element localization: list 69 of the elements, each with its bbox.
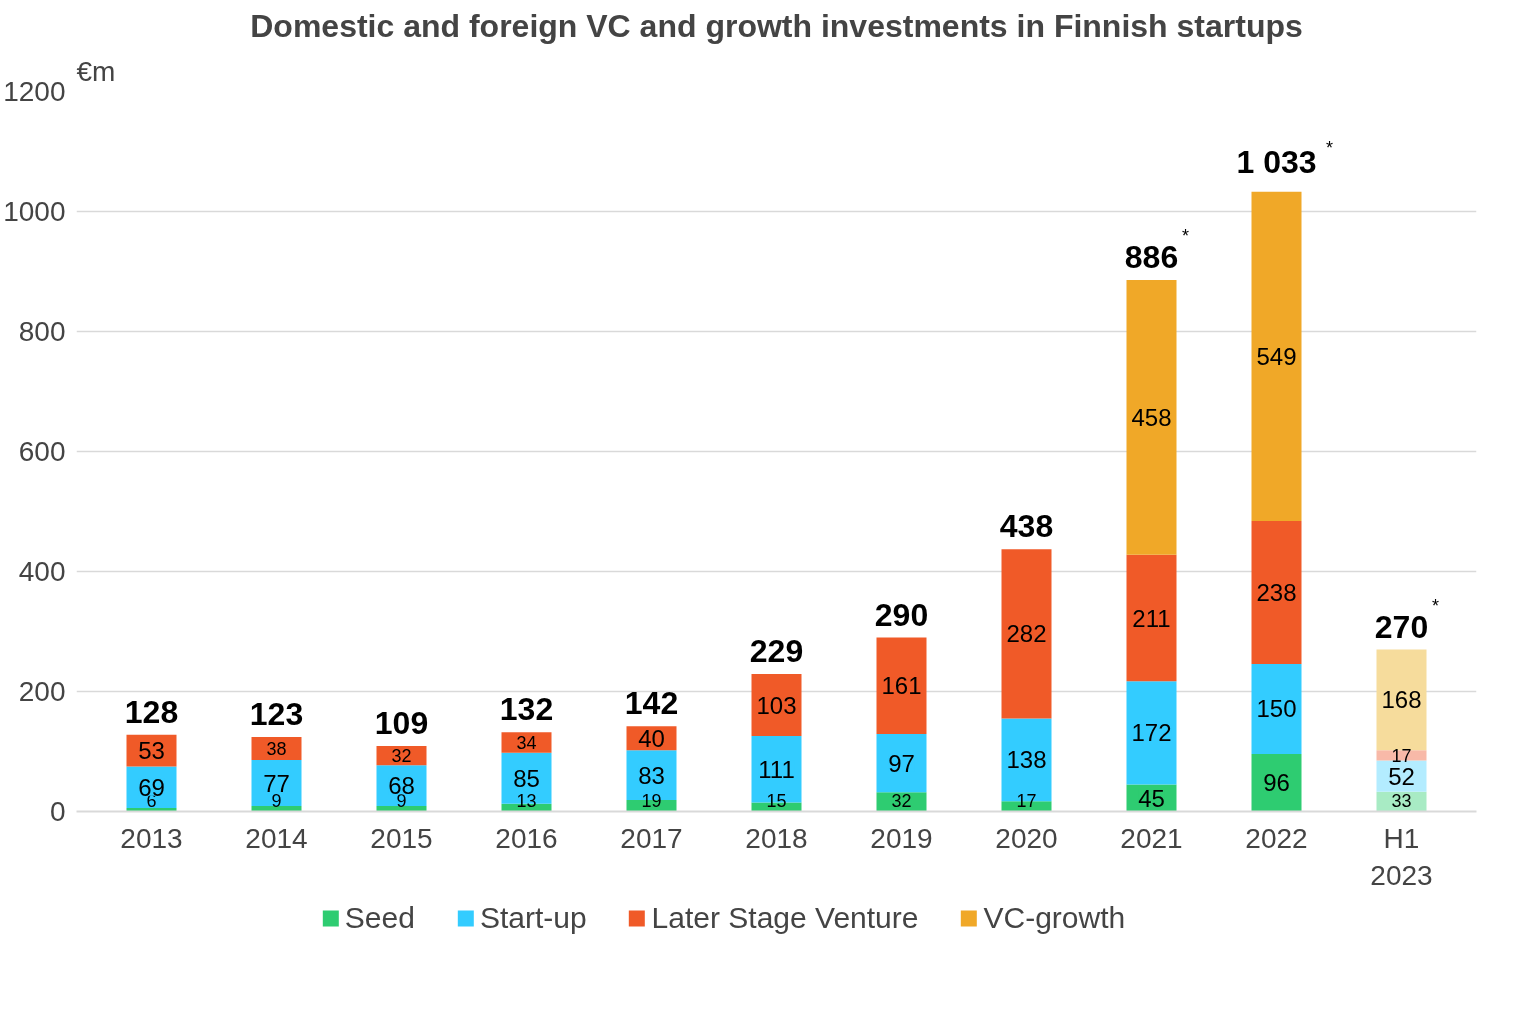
x-tick-label: 2017	[620, 822, 683, 854]
bar	[1376, 750, 1427, 761]
legend-label: Later Stage Venture	[651, 901, 919, 935]
data-label: 238	[1256, 579, 1297, 606]
total-label: 290	[874, 596, 929, 633]
data-label: 32	[891, 791, 912, 811]
data-label: 172	[1131, 719, 1172, 747]
x-tick-label: 2016	[495, 822, 558, 854]
legend-label: Seed	[344, 901, 415, 935]
data-label: 549	[1256, 342, 1297, 370]
data-label: 96	[1263, 769, 1290, 797]
x-tick-label: 2022	[1245, 822, 1308, 854]
y-tick-label: 200	[18, 676, 66, 707]
y-tick-label: 800	[18, 316, 66, 347]
total-label: 1 033*	[1236, 137, 1334, 180]
x-tick-label: 2013	[120, 822, 183, 854]
total-label: 142	[624, 685, 679, 722]
total-label: 128	[124, 693, 179, 730]
data-label: 211	[1132, 604, 1171, 632]
data-label: 85	[513, 764, 540, 792]
y-axis-title: €m	[76, 55, 116, 87]
x-tick-label: 2019	[870, 822, 933, 854]
y-tick-label: 1000	[3, 196, 66, 227]
data-label: 17	[1016, 791, 1037, 811]
data-label: 150	[1256, 695, 1297, 723]
data-label: 103	[756, 691, 797, 719]
data-label: 34	[516, 733, 537, 753]
y-tick-label: 0	[49, 796, 66, 827]
bar	[251, 806, 302, 812]
data-label: 83	[638, 761, 665, 789]
data-label: 161	[881, 672, 922, 700]
data-label: 40	[638, 724, 665, 752]
y-tick-label: 600	[18, 436, 66, 467]
total-label: 123	[249, 696, 304, 733]
bar	[1251, 191, 1302, 522]
bar	[1126, 279, 1177, 555]
legend-label: VC-growth	[983, 901, 1126, 935]
data-label: 45	[1138, 784, 1165, 812]
x-tick-label: 2014	[245, 822, 308, 854]
chart-title: Domestic and foreign VC and growth investments in Finnish startups	[250, 7, 1303, 44]
x-tick-label: 2015	[370, 822, 433, 854]
x-tick-label: H1 2023	[1370, 822, 1433, 891]
y-tick-label: 400	[18, 556, 66, 587]
data-label: 33	[1391, 791, 1412, 811]
data-label: 53	[138, 737, 165, 765]
total-label: 132	[499, 691, 554, 728]
legend-label: Start-up	[479, 901, 587, 935]
x-tick-label: 2021	[1120, 822, 1183, 854]
y-tick-label: 1200	[3, 76, 66, 107]
bar	[1126, 681, 1177, 785]
data-label: 38	[266, 739, 287, 759]
bar	[1001, 549, 1052, 719]
total-label: 270*	[1374, 595, 1440, 645]
bar	[376, 806, 427, 812]
total-label: 438	[999, 508, 1054, 545]
data-label: 111	[758, 755, 795, 783]
data-label: 168	[1381, 686, 1422, 714]
data-label: 97	[888, 749, 915, 777]
data-label: 32	[391, 746, 412, 767]
data-label: 458	[1131, 403, 1172, 431]
total-label: 109	[374, 705, 429, 742]
total-label: 886*	[1124, 225, 1190, 275]
data-label: 138	[1006, 746, 1047, 774]
x-tick-label: 2018	[745, 822, 808, 854]
bar	[1251, 521, 1302, 664]
bar	[1126, 554, 1177, 682]
data-label: 282	[1006, 620, 1047, 648]
x-tick-label: 2020	[995, 822, 1058, 854]
total-label: 229	[749, 633, 804, 670]
